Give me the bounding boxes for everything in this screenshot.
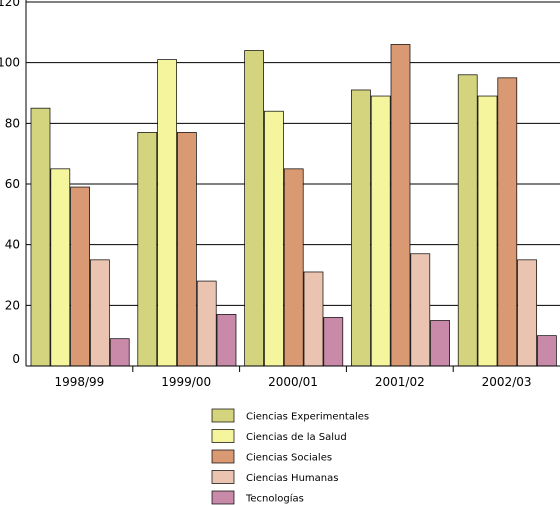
y-tick-label: 40 <box>5 238 20 252</box>
bar-ciencias-humanas-2 <box>303 271 324 367</box>
bar-tecnolog-as-4 <box>537 335 557 367</box>
bar-ciencias-de-la-salud-2 <box>264 110 284 367</box>
x-tick-label: 2001/02 <box>375 375 425 389</box>
bar-ciencias-de-la-salud-3 <box>370 95 391 367</box>
y-tick-label: 100 <box>0 56 20 70</box>
legend-swatch-ciencias-de-la-salud <box>211 429 235 443</box>
bar-ciencias-experimentales-2 <box>244 50 264 367</box>
bar-ciencias-de-la-salud-1 <box>157 59 177 367</box>
legend-label-ciencias-experimentales: Ciencias Experimentales <box>246 412 369 423</box>
bar-ciencias-humanas-1 <box>196 280 217 367</box>
bar-ciencias-de-la-salud-4 <box>477 95 498 367</box>
legend-label-ciencias-sociales: Ciencias Sociales <box>246 453 332 464</box>
legend-swatch-tecnolog-as <box>211 490 235 505</box>
bar-ciencias-sociales-3 <box>390 44 411 367</box>
axes: 0 20 40 60 80 100 120 1998/99 1999/00 2000/01 2001… <box>0 0 560 389</box>
y-tick-label: 60 <box>5 177 20 191</box>
y-tick-label: 120 <box>0 0 20 9</box>
legend-label-tecnolog-as: Tecnologías <box>245 493 304 505</box>
y-tick-label: 20 <box>5 298 20 312</box>
bar-ciencias-experimentales-0 <box>30 107 51 367</box>
y-tick-label: 80 <box>5 116 20 130</box>
bar-tecnolog-as-3 <box>430 320 450 367</box>
legend-swatch-ciencias-experimentales <box>211 408 235 423</box>
bar-ciencias-experimentales-1 <box>137 132 158 367</box>
bar-ciencias-humanas-4 <box>517 259 537 367</box>
bar-ciencias-experimentales-3 <box>351 89 371 367</box>
bar-tecnolog-as-0 <box>109 338 130 367</box>
legend-swatch-ciencias-sociales <box>211 449 235 464</box>
x-tick-label: 2000/01 <box>268 375 318 389</box>
legend-swatch-ciencias-humanas <box>211 470 235 484</box>
legend: Ciencias Experimentales Ciencias de la Sa… <box>211 408 369 505</box>
y-tick-label: 0 <box>12 352 20 366</box>
bar-ciencias-sociales-4 <box>497 77 518 367</box>
bar-tecnolog-as-2 <box>323 317 344 367</box>
legend-label-ciencias-de-la-salud: Ciencias de la Salud <box>246 432 347 443</box>
bar-ciencias-humanas-0 <box>90 259 110 367</box>
bar-ciencias-sociales-0 <box>70 186 90 367</box>
bar-tecnolog-as-1 <box>216 314 237 367</box>
x-tick-label: 2002/03 <box>482 375 532 389</box>
bar-ciencias-experimentales-4 <box>457 74 478 367</box>
bar-ciencias-humanas-3 <box>410 253 431 367</box>
bars <box>30 44 557 367</box>
bar-ciencias-sociales-2 <box>283 168 304 367</box>
legend-label-ciencias-humanas: Ciencias Humanas <box>246 473 338 484</box>
x-tick-label: 1998/99 <box>54 375 104 389</box>
bar-ciencias-de-la-salud-0 <box>50 168 71 367</box>
bar-ciencias-sociales-1 <box>177 132 197 367</box>
x-tick-label: 1999/00 <box>161 375 211 389</box>
